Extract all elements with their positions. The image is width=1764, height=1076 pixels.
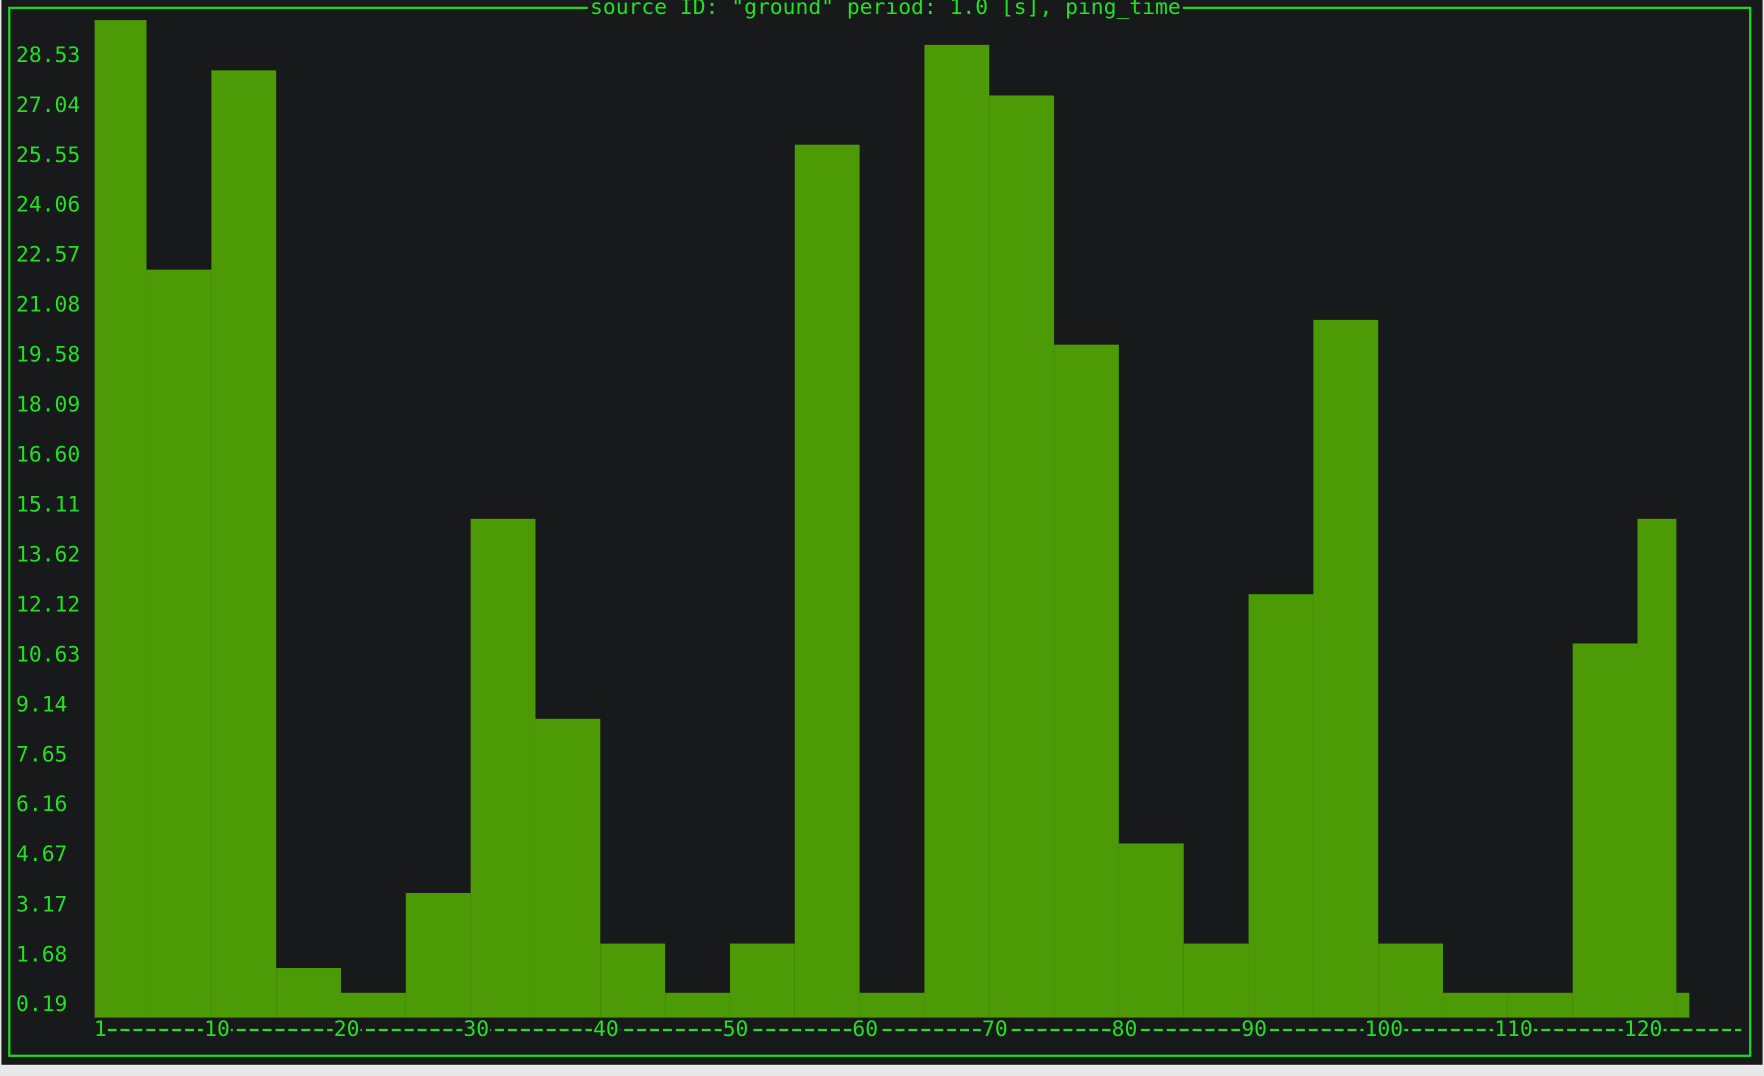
y-tick-label: 15.11: [16, 492, 80, 517]
bar: [1054, 344, 1119, 1018]
bar: [211, 70, 277, 1018]
y-tick-label: 4.67: [16, 842, 67, 867]
title-background: [587, 0, 1183, 18]
x-tick-label-background: [1110, 1018, 1139, 1042]
x-tick-label: 40: [593, 1017, 619, 1042]
y-tick-label: 27.04: [16, 93, 80, 118]
x-tick-label-background: [980, 1018, 1009, 1042]
y-tick-label: 28.53: [16, 43, 80, 68]
bar: [989, 95, 1055, 1018]
bar: [1378, 943, 1444, 1018]
x-tick-label: 70: [982, 1017, 1008, 1042]
bar: [665, 992, 730, 1018]
y-tick-label: 19.58: [16, 343, 80, 368]
x-tick-label-background: [462, 1018, 491, 1042]
x-tick-label-background: [1622, 1018, 1664, 1042]
x-tick-label: 120: [1624, 1017, 1663, 1042]
bar: [859, 992, 925, 1018]
y-tick-label: 3.17: [16, 892, 67, 917]
bar: [729, 943, 795, 1018]
bar: [340, 992, 406, 1018]
bar: [1313, 319, 1379, 1018]
bar: [1572, 643, 1638, 1018]
bar: [405, 892, 471, 1018]
x-tick-label-background: [591, 1018, 620, 1042]
x-tick-label-background: [721, 1018, 750, 1042]
bar: [600, 943, 666, 1018]
x-tick-label-background: [92, 1018, 108, 1042]
bar: [794, 144, 860, 1018]
x-tick-label-background: [1493, 1018, 1534, 1042]
bar: [1443, 992, 1508, 1018]
y-tick-label: 0.19: [16, 992, 67, 1017]
x-tick-label: 60: [852, 1017, 878, 1042]
y-tick-label: 21.08: [16, 292, 80, 317]
x-tick-label: 110: [1494, 1017, 1533, 1042]
bar: [1248, 594, 1314, 1018]
y-tick-label: 10.63: [16, 643, 80, 668]
plot-area: [94, 20, 1690, 1018]
chart-title: source ID: "ground" period: 1.0 [s], pin…: [590, 0, 1181, 20]
bar: [1676, 992, 1690, 1018]
bar: [924, 44, 990, 1018]
y-tick-label: 6.16: [16, 792, 67, 817]
x-tick-label: 30: [463, 1017, 489, 1042]
x-tick-label-background: [851, 1018, 880, 1042]
x-tick-label: 1: [94, 1017, 107, 1042]
y-tick-label: 13.62: [16, 542, 80, 567]
bar: [1507, 992, 1573, 1018]
x-tick-label: 50: [723, 1017, 749, 1042]
bar: [470, 518, 536, 1018]
x-tick-label-background: [202, 1018, 231, 1042]
x-tick-label-background: [332, 1018, 361, 1042]
bar: [1118, 843, 1184, 1018]
bar: [94, 20, 147, 1018]
y-tick-label: 16.60: [16, 443, 80, 468]
y-tick-label: 12.12: [16, 593, 80, 618]
y-tick-label: 22.57: [16, 243, 80, 268]
y-tick-label: 9.14: [16, 692, 67, 717]
y-tick-label: 1.68: [16, 942, 67, 967]
x-tick-label: 20: [334, 1017, 360, 1042]
x-tick-label-background: [1363, 1018, 1405, 1042]
y-tick-label: 24.06: [16, 193, 80, 218]
x-tick-label: 90: [1241, 1017, 1267, 1042]
x-tick-label: 10: [204, 1017, 230, 1042]
bar: [1183, 943, 1249, 1018]
x-tick-label-background: [1240, 1018, 1269, 1042]
y-tick-label: 25.55: [16, 143, 80, 168]
bar: [535, 718, 601, 1018]
bar: [146, 269, 212, 1018]
y-tick-label: 18.09: [16, 393, 80, 418]
bar: [1637, 518, 1677, 1018]
x-tick-label: 100: [1365, 1017, 1404, 1042]
x-tick-label: 80: [1112, 1017, 1138, 1042]
bar: [276, 968, 341, 1018]
y-tick-label: 7.65: [16, 742, 67, 767]
